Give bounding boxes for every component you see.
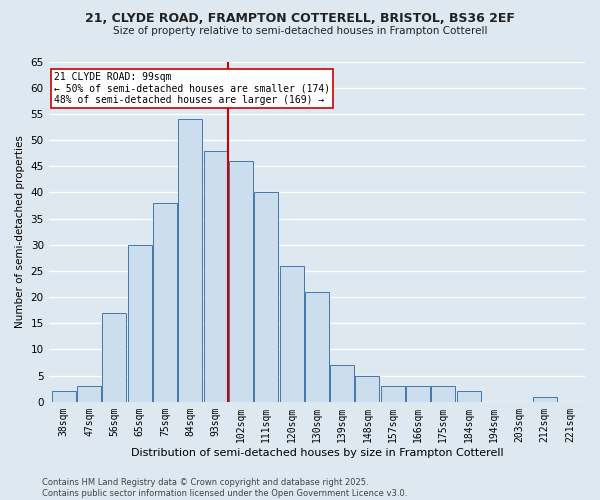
Bar (533, 396, 557, 402)
Bar (305, 292, 329, 402)
Bar (431, 386, 455, 402)
Bar (203, 150, 227, 402)
Y-axis label: Number of semi-detached properties: Number of semi-detached properties (15, 135, 25, 328)
Text: 21, CLYDE ROAD, FRAMPTON COTTERELL, BRISTOL, BS36 2EF: 21, CLYDE ROAD, FRAMPTON COTTERELL, BRIS… (85, 12, 515, 26)
Text: Size of property relative to semi-detached houses in Frampton Cotterell: Size of property relative to semi-detach… (113, 26, 487, 36)
Bar (229, 161, 253, 402)
Bar (178, 119, 202, 402)
X-axis label: Distribution of semi-detached houses by size in Frampton Cotterell: Distribution of semi-detached houses by … (131, 448, 503, 458)
Bar (355, 376, 379, 402)
Bar (381, 386, 405, 402)
Bar (128, 245, 152, 402)
Bar (280, 266, 304, 402)
Bar (52, 392, 76, 402)
Bar (406, 386, 430, 402)
Text: Contains HM Land Registry data © Crown copyright and database right 2025.
Contai: Contains HM Land Registry data © Crown c… (42, 478, 407, 498)
Bar (330, 365, 354, 402)
Bar (254, 192, 278, 402)
Bar (153, 203, 177, 402)
Bar (103, 313, 127, 402)
Text: 21 CLYDE ROAD: 99sqm
← 50% of semi-detached houses are smaller (174)
48% of semi: 21 CLYDE ROAD: 99sqm ← 50% of semi-detac… (54, 72, 330, 105)
Bar (457, 392, 481, 402)
Bar (77, 386, 101, 402)
